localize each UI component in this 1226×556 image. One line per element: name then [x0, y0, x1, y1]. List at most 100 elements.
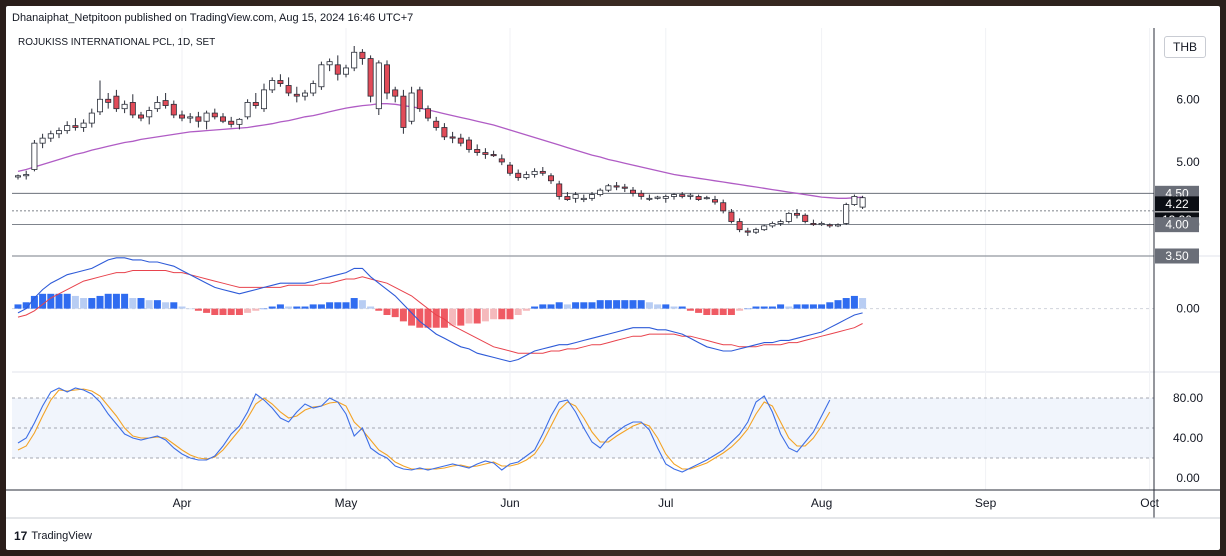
candle-body: [293, 93, 300, 97]
macd-histogram-bar: [744, 308, 752, 310]
candle-body: [244, 102, 251, 118]
moving-average-line: [17, 103, 863, 199]
macd-histogram-bar: [137, 298, 145, 309]
macd-histogram-bar: [719, 308, 727, 315]
macd-histogram-bar: [276, 304, 284, 309]
macd-histogram-bar: [572, 302, 580, 309]
macd-histogram-bar: [785, 306, 793, 309]
macd-histogram-bar: [22, 302, 30, 309]
candle-body: [88, 112, 95, 124]
macd-histogram-bar: [260, 308, 268, 310]
publish-info: Dhanaiphat_Netpitoon published on Tradin…: [12, 12, 414, 24]
macd-histogram-bar: [219, 308, 227, 315]
candle-body: [400, 95, 407, 128]
candle-body: [457, 137, 464, 144]
candle-body: [154, 102, 161, 110]
macd-histogram-bar: [326, 302, 334, 309]
candle-body: [351, 51, 358, 69]
macd-histogram-bar: [686, 308, 694, 311]
candle-body: [556, 183, 563, 197]
macd-histogram-bar: [358, 300, 366, 309]
candle-body: [564, 196, 571, 200]
candle-body: [580, 197, 587, 200]
candle-body: [621, 186, 628, 189]
candle-body: [56, 130, 63, 135]
candle-body: [679, 194, 686, 197]
candle-body: [23, 174, 30, 177]
macd-histogram-bar: [408, 308, 416, 326]
candle-body: [252, 102, 259, 106]
candle-body: [334, 64, 341, 75]
candle-body: [449, 136, 456, 139]
price-label-badge: [1155, 248, 1199, 264]
macd-histogram-bar: [481, 308, 489, 322]
macd-histogram-bar: [727, 308, 735, 315]
macd-histogram-bar: [104, 293, 112, 309]
macd-tick-label: 0.00: [1176, 302, 1200, 316]
macd-histogram-bar: [55, 293, 63, 309]
candle-body: [342, 67, 349, 75]
currency-button[interactable]: THB: [1164, 36, 1206, 58]
macd-histogram-bar: [760, 306, 768, 309]
macd-histogram-bar: [71, 295, 79, 309]
macd-histogram-bar: [342, 302, 350, 309]
macd-histogram-bar: [514, 308, 522, 315]
macd-histogram-bar: [563, 304, 571, 309]
macd-histogram-bar: [178, 306, 186, 309]
tradingview-brand[interactable]: 17 TradingView: [14, 529, 92, 543]
candle-body: [605, 185, 612, 191]
candle-body: [367, 58, 374, 97]
candle-body: [236, 118, 243, 125]
candle-body: [72, 125, 79, 128]
candle-body: [121, 103, 128, 110]
price-pane: [14, 46, 866, 236]
macd-histogram-bar: [121, 293, 129, 309]
macd-histogram-bar: [555, 302, 563, 309]
candle-body: [859, 197, 866, 208]
candle-body: [129, 102, 136, 116]
candle-body: [687, 194, 694, 197]
candle-body: [548, 175, 555, 182]
candle-body: [851, 196, 858, 205]
stochastic-k-line: [17, 387, 831, 473]
macd-histogram-bar: [235, 308, 243, 315]
candle-body: [777, 221, 784, 224]
macd-histogram-bar: [227, 308, 235, 315]
macd-histogram-bar: [112, 293, 120, 309]
macd-histogram-bar: [604, 300, 612, 309]
macd-histogram-bar: [170, 302, 178, 309]
macd-histogram-bar: [752, 306, 760, 309]
candle-body: [301, 92, 308, 97]
macd-histogram-bar: [826, 302, 834, 309]
candle-body: [211, 112, 218, 118]
tradingview-wordmark: TradingView: [31, 530, 92, 542]
candle-body: [736, 221, 743, 231]
macd-histogram-bar: [301, 306, 309, 309]
macd-histogram-bar: [30, 295, 38, 309]
horizontal-lines: [12, 192, 1154, 257]
candle-body: [187, 116, 194, 119]
candle-body: [137, 114, 144, 119]
candle-body: [662, 196, 669, 199]
candle-body: [326, 61, 333, 66]
macd-histogram-bar: [777, 304, 785, 309]
candle-body: [383, 64, 390, 94]
price-label-text: 4.00: [1165, 218, 1189, 232]
macd-histogram-bar: [547, 304, 555, 309]
symbol-title: ROJUKISS INTERNATIONAL PCL, 1D, SET: [18, 37, 216, 48]
macd-histogram-bar: [367, 306, 375, 309]
macd-histogram-bar: [63, 293, 71, 309]
stochastic-tick-label: 80.00: [1173, 391, 1203, 405]
candle-body: [392, 89, 399, 97]
candle-body: [506, 164, 513, 174]
candle-body: [105, 98, 112, 103]
macd-histogram-bar: [645, 302, 653, 309]
macd-histogram-bar: [440, 308, 448, 328]
candle-body: [753, 229, 760, 233]
macd-histogram-bar: [793, 304, 801, 309]
macd-histogram-bar: [317, 304, 325, 309]
axis-layer: AprMayJunJulAugSepOct6.005.004.004.504.2…: [6, 28, 1220, 519]
x-tick-label: Jul: [658, 496, 673, 510]
macd-histogram-bar: [670, 306, 678, 309]
candle-body: [769, 223, 776, 227]
